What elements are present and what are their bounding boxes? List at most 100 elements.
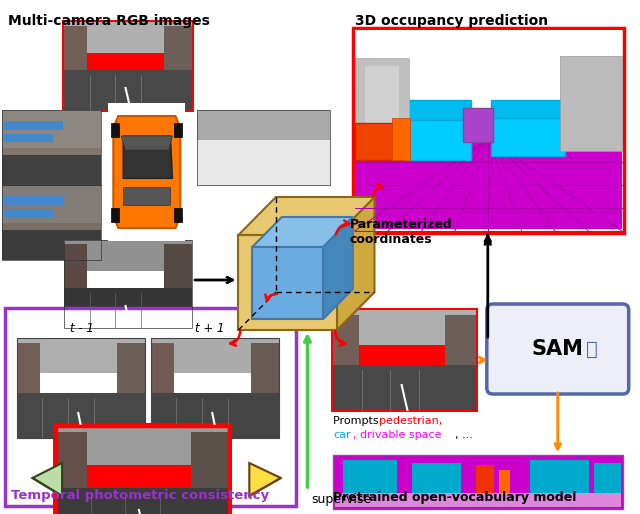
Bar	[175, 123, 182, 137]
Bar	[111, 123, 119, 137]
Bar	[333, 315, 359, 375]
Bar	[64, 288, 192, 328]
Bar	[123, 188, 170, 206]
Bar	[175, 208, 182, 222]
Bar	[2, 185, 100, 260]
Bar	[191, 432, 228, 504]
Polygon shape	[33, 463, 62, 496]
Bar	[56, 426, 228, 465]
Bar	[335, 493, 621, 507]
Bar	[151, 343, 174, 403]
Bar	[412, 463, 461, 498]
Polygon shape	[113, 116, 180, 228]
Bar	[2, 155, 100, 185]
Bar	[2, 110, 100, 185]
Bar	[353, 28, 624, 233]
Text: , ...: , ...	[455, 430, 473, 440]
Polygon shape	[337, 197, 374, 330]
Bar	[355, 58, 409, 160]
Bar	[64, 244, 87, 297]
Bar	[331, 308, 478, 412]
Bar	[197, 110, 330, 185]
Bar	[333, 310, 476, 345]
Text: Prompts:: Prompts:	[333, 416, 386, 426]
Text: Pretrained open-vocabulary model: Pretrained open-vocabulary model	[333, 491, 577, 504]
Bar	[151, 393, 279, 438]
Bar	[164, 26, 192, 84]
Bar	[17, 338, 145, 438]
Polygon shape	[252, 217, 353, 247]
Polygon shape	[250, 463, 281, 496]
Bar	[5, 308, 296, 506]
Bar	[355, 123, 404, 160]
Bar	[64, 70, 192, 110]
Bar	[62, 20, 194, 112]
Bar	[2, 110, 100, 185]
Bar	[251, 343, 279, 408]
Text: , drivable space: , drivable space	[353, 430, 442, 440]
Bar	[570, 78, 604, 148]
Bar	[355, 30, 622, 87]
Polygon shape	[239, 292, 374, 330]
Bar	[560, 56, 622, 151]
Text: Multi-camera RGB images: Multi-camera RGB images	[8, 14, 210, 28]
Bar	[594, 463, 621, 503]
Bar	[579, 93, 604, 148]
Text: t + 1: t + 1	[195, 322, 225, 335]
Text: t - 1: t - 1	[70, 322, 93, 335]
Bar	[56, 432, 87, 499]
Text: pedestrian,: pedestrian,	[380, 416, 443, 426]
Bar	[355, 139, 622, 229]
Bar	[2, 185, 100, 260]
Bar	[197, 110, 330, 151]
Bar	[17, 393, 145, 438]
Bar	[333, 455, 623, 509]
Polygon shape	[123, 136, 172, 178]
Bar	[407, 100, 471, 120]
Bar	[252, 247, 323, 319]
Bar	[17, 343, 40, 403]
Bar	[64, 22, 192, 53]
Bar	[4, 209, 53, 216]
Bar	[53, 423, 232, 514]
Bar	[17, 338, 145, 373]
Bar	[239, 235, 337, 330]
Bar	[2, 230, 100, 260]
Bar	[56, 488, 228, 514]
Bar	[197, 110, 330, 185]
Bar	[64, 240, 192, 271]
Text: supervise: supervise	[312, 493, 372, 506]
Text: Temporal photometric consistency: Temporal photometric consistency	[11, 489, 269, 502]
Bar	[392, 118, 410, 160]
Bar	[2, 185, 100, 223]
Polygon shape	[323, 217, 353, 319]
Bar	[56, 488, 228, 514]
Bar	[164, 244, 192, 302]
Bar	[108, 103, 185, 241]
Bar	[365, 66, 399, 146]
Polygon shape	[239, 197, 374, 235]
Bar	[407, 118, 471, 160]
Bar	[2, 110, 100, 148]
Bar	[151, 338, 279, 373]
Bar	[530, 460, 589, 498]
Bar	[56, 426, 228, 514]
Bar	[116, 343, 145, 408]
Bar	[445, 315, 476, 380]
Bar	[111, 208, 119, 222]
Bar	[4, 196, 63, 205]
Bar	[64, 240, 192, 328]
Bar	[333, 365, 476, 410]
Bar	[191, 432, 228, 504]
Bar	[56, 426, 228, 465]
FancyBboxPatch shape	[487, 304, 628, 394]
Text: 🔒: 🔒	[586, 340, 598, 358]
Text: SAM: SAM	[532, 339, 584, 359]
Bar	[343, 460, 397, 498]
Polygon shape	[121, 136, 172, 150]
Bar	[4, 121, 63, 130]
Bar	[499, 470, 511, 498]
Text: car: car	[333, 430, 351, 440]
Bar	[64, 26, 87, 79]
Bar	[491, 116, 564, 156]
